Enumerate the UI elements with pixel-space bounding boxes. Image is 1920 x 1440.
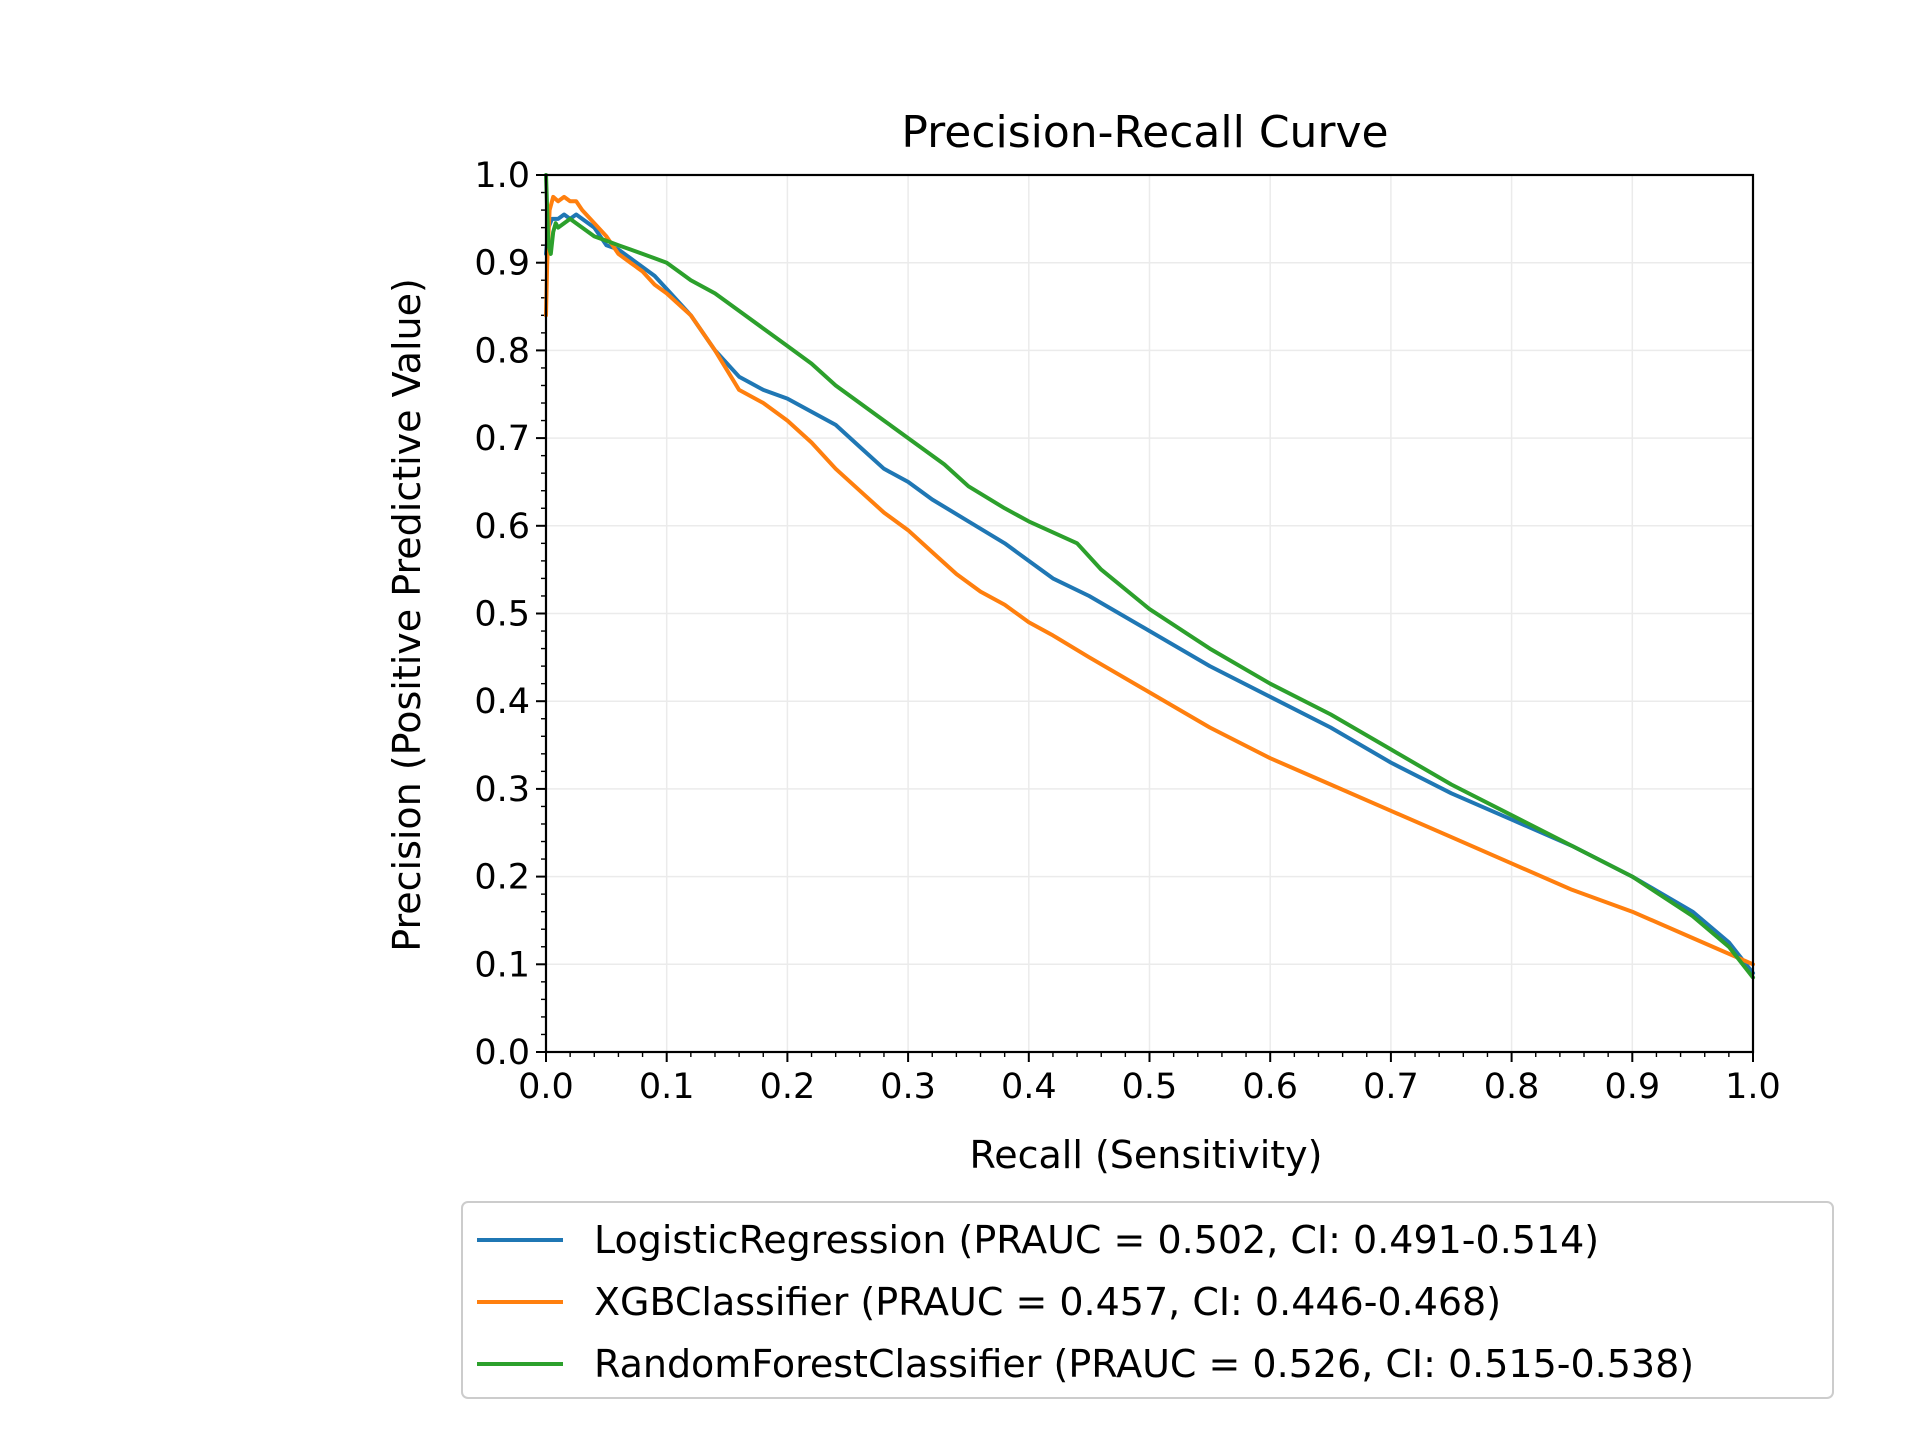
legend-box	[461, 1201, 1834, 1399]
x-tick-label: 0.8	[1484, 1067, 1540, 1107]
y-tick-label: 0.3	[474, 770, 530, 810]
series-line-2	[544, 173, 1755, 980]
x-tick-label: 0.9	[1604, 1067, 1660, 1107]
y-axis-ticks: 0.0 0.1 0.2 0.3 0.4 0.5 0.6 0.7 0.8 0.9 1.0	[474, 156, 546, 1073]
grid	[545, 174, 1754, 1053]
chart-title: Precision-Recall Curve	[901, 107, 1388, 158]
y-tick-label: 0.0	[474, 1033, 530, 1073]
y-tick-label: 0.2	[474, 858, 530, 898]
x-tick-label: 0.0	[518, 1067, 574, 1107]
series-line-0	[544, 212, 1755, 976]
series-line-1	[544, 194, 1755, 967]
x-tick-label: 0.6	[1242, 1067, 1298, 1107]
x-tick-label: 0.5	[1122, 1067, 1178, 1107]
x-tick-label: 1.0	[1725, 1067, 1781, 1107]
x-tick-label: 0.1	[639, 1067, 695, 1107]
y-tick-label: 0.5	[474, 595, 530, 635]
legend-label-0: LogisticRegression (PRAUC = 0.502, CI: 0…	[594, 1218, 1599, 1262]
x-axis-label: Recall (Sensitivity)	[970, 1133, 1323, 1177]
y-tick-label: 0.1	[474, 945, 530, 985]
x-tick-label: 0.7	[1363, 1067, 1419, 1107]
legend-label-1: XGBClassifier (PRAUC = 0.457, CI: 0.446-…	[594, 1280, 1501, 1324]
x-tick-label: 0.2	[760, 1067, 816, 1107]
legend-label-2: RandomForestClassifier (PRAUC = 0.526, C…	[594, 1342, 1694, 1386]
plot-lines	[544, 173, 1755, 980]
x-tick-label: 0.3	[880, 1067, 936, 1107]
y-tick-label: 0.9	[474, 244, 530, 284]
x-axis-ticks: 0.0 0.1 0.2 0.3 0.4 0.5 0.6 0.7 0.8 0.9 1.0	[518, 1052, 1781, 1107]
legend: LogisticRegression (PRAUC = 0.502, CI: 0…	[461, 1201, 1834, 1399]
y-tick-label: 0.4	[474, 682, 530, 722]
y-tick-label: 0.7	[474, 419, 530, 459]
x-tick-label: 0.4	[1001, 1067, 1057, 1107]
y-axis-label: Precision (Positive Predictive Value)	[385, 278, 429, 952]
y-tick-label: 0.6	[474, 507, 530, 547]
y-tick-label: 0.8	[474, 331, 530, 371]
y-tick-label: 1.0	[474, 156, 530, 196]
